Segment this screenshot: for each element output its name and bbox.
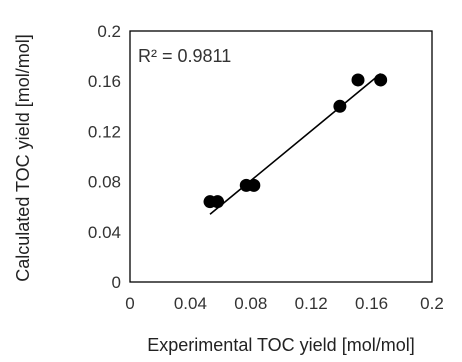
x-axis-ticks: 0 0.04 0.08 0.12 0.16 0.2 [125,294,444,313]
y-axis-label: Calculated TOC yield [mol/mol] [13,34,33,281]
y-tick-label: 0.04 [88,223,121,242]
y-tick-label: 0 [112,273,121,292]
r-squared-annotation: R² = 0.9811 [138,46,231,66]
y-tick-label: 0.16 [88,72,121,91]
y-tick-label: 0.08 [88,173,121,192]
data-point [374,73,388,87]
y-tick-label: 0.2 [97,22,121,41]
data-point [333,99,347,113]
x-axis-label: Experimental TOC yield [mol/mol] [147,335,414,355]
x-tick-label: 0.16 [355,294,388,313]
x-tick-label: 0.12 [295,294,328,313]
data-point [247,178,261,192]
x-tick-label: 0.2 [420,294,444,313]
x-tick-label: 0 [125,294,134,313]
y-tick-label: 0.12 [88,122,121,141]
x-tick-label: 0.08 [234,294,267,313]
data-point [211,195,225,209]
data-points [203,73,388,209]
trend-line [209,73,382,215]
data-point [351,73,365,87]
plot-frame [129,30,433,283]
y-axis-ticks: 0 0.04 0.08 0.12 0.16 0.2 [88,22,121,292]
x-tick-label: 0.04 [174,294,207,313]
